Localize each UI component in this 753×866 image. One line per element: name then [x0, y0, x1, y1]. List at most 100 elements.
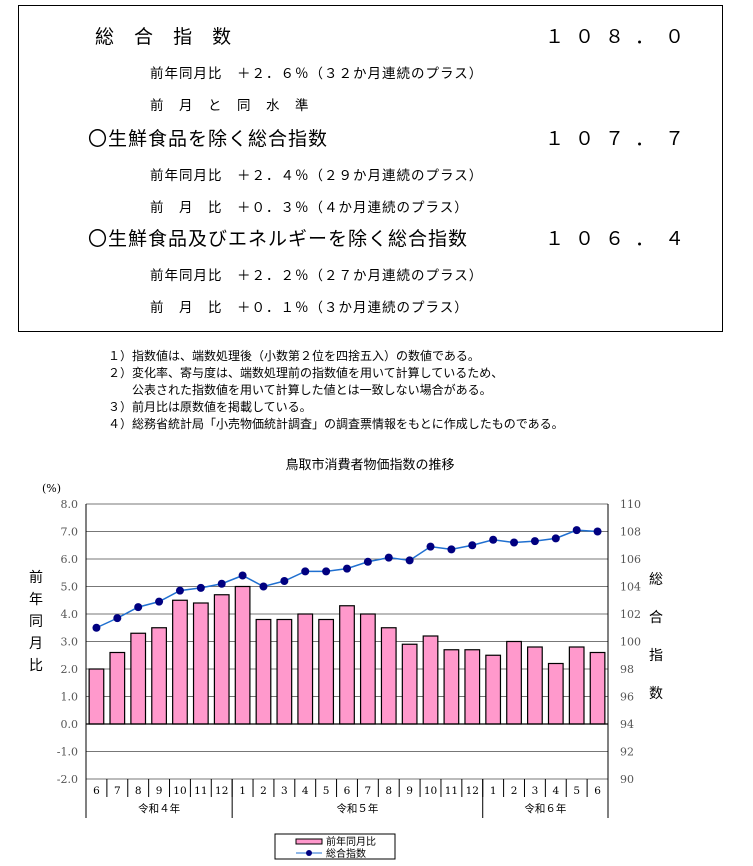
footnote: ３）前月比は原数値を掲載している。	[108, 400, 312, 414]
summary-line: 前 月 比 ＋０．３％（４か月連続のプラス）	[150, 200, 469, 216]
left-tick-label: -2.0	[57, 773, 78, 786]
summary-title: 総 合 指 数	[95, 26, 239, 48]
era-label: 令和４年	[138, 802, 180, 815]
left-tick-label: 0.0	[61, 718, 79, 731]
left-axis-label-char: 月	[29, 636, 43, 652]
point-cpi	[593, 527, 602, 536]
summary-title: 〇生鮮食品を除く総合指数	[88, 128, 329, 150]
left-axis-label-char: 同	[29, 614, 43, 630]
category-label: 9	[156, 785, 163, 797]
right-tick-label: 110	[620, 498, 641, 511]
legend-label: 総合指数	[326, 847, 366, 860]
category-label: 1	[239, 785, 246, 797]
bar-yoy	[485, 654, 502, 725]
point-cpi	[343, 564, 351, 573]
footnote: 公表された指数値を用いて計算した値とは一致しない場合がある。	[108, 383, 492, 397]
bar-yoy	[527, 646, 543, 725]
point-cpi	[196, 583, 205, 592]
point-cpi	[134, 603, 143, 612]
bar-yoy	[172, 599, 188, 725]
left-axis-label-char: 前	[29, 569, 43, 586]
category-label: 6	[93, 785, 100, 797]
bar-yoy	[401, 643, 418, 725]
bar-yoy	[589, 651, 606, 725]
summary-value: １０７．７	[545, 128, 696, 150]
point-cpi	[301, 567, 310, 576]
left-tick-label: 8.0	[61, 498, 79, 511]
category-label: 6	[594, 785, 601, 797]
bar-yoy	[130, 632, 147, 725]
category-label: 9	[406, 785, 413, 797]
category-label: 11	[445, 785, 458, 797]
bar-yoy	[192, 602, 209, 725]
category-label: 10	[424, 785, 437, 797]
point-cpi	[363, 557, 372, 566]
bar-yoy	[339, 605, 355, 725]
bar-yoy	[443, 649, 460, 725]
summary-line: 前年同月比 ＋２．２％（２７か月連続のプラス）	[150, 268, 484, 284]
bar-yoy	[213, 594, 230, 725]
bar-yoy	[318, 618, 335, 725]
category-label: 2	[511, 785, 518, 797]
category-label: 3	[281, 785, 288, 797]
category-label: 6	[344, 785, 351, 797]
footnote: ４）総務省統計局「小売物価統計調査」の調査票情報をもとに作成したものである。	[108, 417, 564, 431]
bar-yoy	[88, 668, 105, 725]
summary-value: １０６．４	[545, 228, 696, 250]
era-label: 令和６年	[524, 802, 566, 815]
left-tick-label: 1.0	[61, 691, 79, 704]
footnote: ２）変化率、寄与度は、端数処理前の指数値を用いて計算しているため、	[108, 366, 504, 380]
bar-yoy	[255, 618, 272, 725]
point-cpi	[259, 582, 268, 591]
legend-box	[274, 833, 396, 860]
right-axis-label-char: 総	[649, 572, 663, 588]
category-label: 5	[323, 785, 330, 797]
point-cpi	[489, 535, 498, 544]
left-tick-label: 2.0	[61, 663, 79, 676]
category-label: 10	[173, 785, 186, 797]
right-axis-label-char: 合	[649, 610, 663, 626]
point-cpi	[280, 577, 289, 585]
category-label: 8	[385, 785, 392, 797]
category-label: 3	[532, 785, 539, 797]
right-tick-label: 90	[620, 773, 634, 786]
point-cpi	[322, 567, 331, 576]
summary-title: 〇生鮮食品及びエネルギーを除く総合指数	[88, 228, 469, 250]
legend-label: 前年同月比	[326, 835, 376, 848]
category-label: 4	[552, 785, 559, 797]
right-tick-label: 94	[620, 718, 634, 731]
category-label: 1	[490, 785, 497, 797]
right-tick-label: 98	[620, 663, 634, 676]
right-tick-label: 100	[620, 636, 641, 649]
point-cpi	[551, 534, 560, 543]
point-cpi	[572, 526, 581, 535]
right-tick-label: 92	[620, 746, 634, 759]
category-label: 4	[302, 785, 309, 797]
point-cpi	[113, 614, 122, 623]
legend-swatch-bar	[295, 838, 323, 845]
right-axis-label-char: 数	[649, 686, 663, 702]
legend-swatch-point	[306, 850, 312, 856]
point-cpi	[468, 541, 477, 550]
category-label: 7	[114, 785, 121, 797]
point-cpi	[447, 545, 456, 554]
right-tick-label: 108	[620, 526, 641, 539]
footnote: １）指数値は、端数処理後（小数第２位を四捨五入）の数値である。	[108, 349, 480, 363]
bar-yoy	[568, 646, 585, 725]
category-label: 8	[135, 785, 142, 797]
summary-line: 前 月 比 ＋０．１％（３か月連続のプラス）	[150, 300, 469, 316]
bar-yoy	[151, 627, 167, 725]
point-cpi	[175, 586, 184, 595]
summary-box	[18, 5, 723, 332]
category-label: 5	[573, 785, 580, 797]
point-cpi	[510, 538, 519, 547]
left-unit: (%)	[42, 482, 61, 495]
category-label: 7	[365, 785, 372, 797]
right-tick-label: 106	[620, 553, 641, 566]
summary-line: 前年同月比 ＋２．６％（３２か月連続のプラス）	[150, 66, 484, 82]
left-tick-label: 6.0	[61, 553, 79, 566]
point-cpi	[384, 553, 393, 562]
left-tick-label: 5.0	[61, 581, 79, 594]
right-tick-label: 96	[620, 691, 634, 704]
right-axis-label-char: 指	[649, 648, 663, 664]
